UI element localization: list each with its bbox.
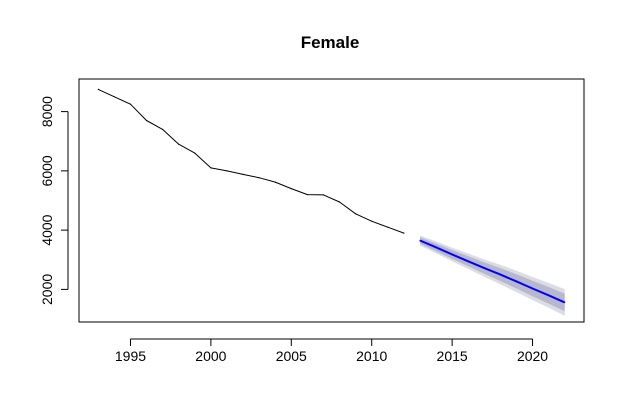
observed-point bbox=[242, 173, 244, 175]
observed-point bbox=[194, 152, 196, 154]
forecast-series-line bbox=[419, 239, 566, 304]
observed-point bbox=[403, 232, 405, 234]
x-tick-label: 2020 bbox=[517, 348, 548, 364]
observed-point bbox=[355, 213, 357, 215]
y-tick-label: 6000 bbox=[39, 155, 55, 186]
x-tick-label: 1995 bbox=[115, 348, 146, 364]
confidence-bands bbox=[420, 235, 565, 316]
y-axis: 2000 4000 6000 8000 bbox=[39, 96, 69, 305]
y-tick-label: 8000 bbox=[39, 96, 55, 127]
observed-point bbox=[129, 103, 132, 105]
forecast-band-80 bbox=[420, 237, 565, 312]
observed-point bbox=[274, 181, 276, 183]
observed-point bbox=[338, 201, 341, 203]
forecast-point bbox=[467, 260, 469, 262]
forecast-point bbox=[531, 287, 534, 290]
x-tick-label: 2015 bbox=[437, 348, 468, 364]
series-lines bbox=[97, 88, 566, 304]
observed-point bbox=[210, 167, 212, 169]
observed-point bbox=[371, 220, 373, 222]
forecast-point bbox=[564, 301, 566, 303]
chart-title: Female bbox=[301, 33, 360, 52]
forecast-point bbox=[419, 239, 421, 242]
x-tick-label: 2000 bbox=[195, 348, 226, 364]
observed-point bbox=[258, 177, 260, 179]
x-tick-label: 2010 bbox=[356, 348, 387, 364]
observed-point bbox=[162, 128, 164, 130]
plot-frame bbox=[78, 78, 585, 323]
observed-point bbox=[322, 194, 325, 196]
observed-point bbox=[226, 170, 228, 172]
observed-point bbox=[290, 188, 292, 190]
x-tick-label: 2005 bbox=[276, 348, 307, 364]
y-tick-label: 4000 bbox=[39, 214, 55, 245]
forecast-point bbox=[435, 246, 437, 248]
forecast-point bbox=[451, 253, 453, 255]
observed-point bbox=[306, 194, 308, 196]
x-axis: 1995 2000 2005 2010 2015 2020 bbox=[115, 338, 548, 364]
y-tick-label: 2000 bbox=[39, 274, 55, 305]
observed-point bbox=[178, 143, 180, 145]
forecast-point bbox=[515, 280, 518, 282]
observed-point bbox=[145, 119, 148, 122]
forecast-point bbox=[483, 267, 485, 269]
observed-point bbox=[387, 226, 389, 228]
observed-point bbox=[97, 88, 99, 90]
observed-series-line bbox=[98, 88, 405, 234]
forecast-point bbox=[499, 274, 501, 276]
observed-point bbox=[113, 96, 115, 98]
forecast-point bbox=[548, 294, 550, 296]
